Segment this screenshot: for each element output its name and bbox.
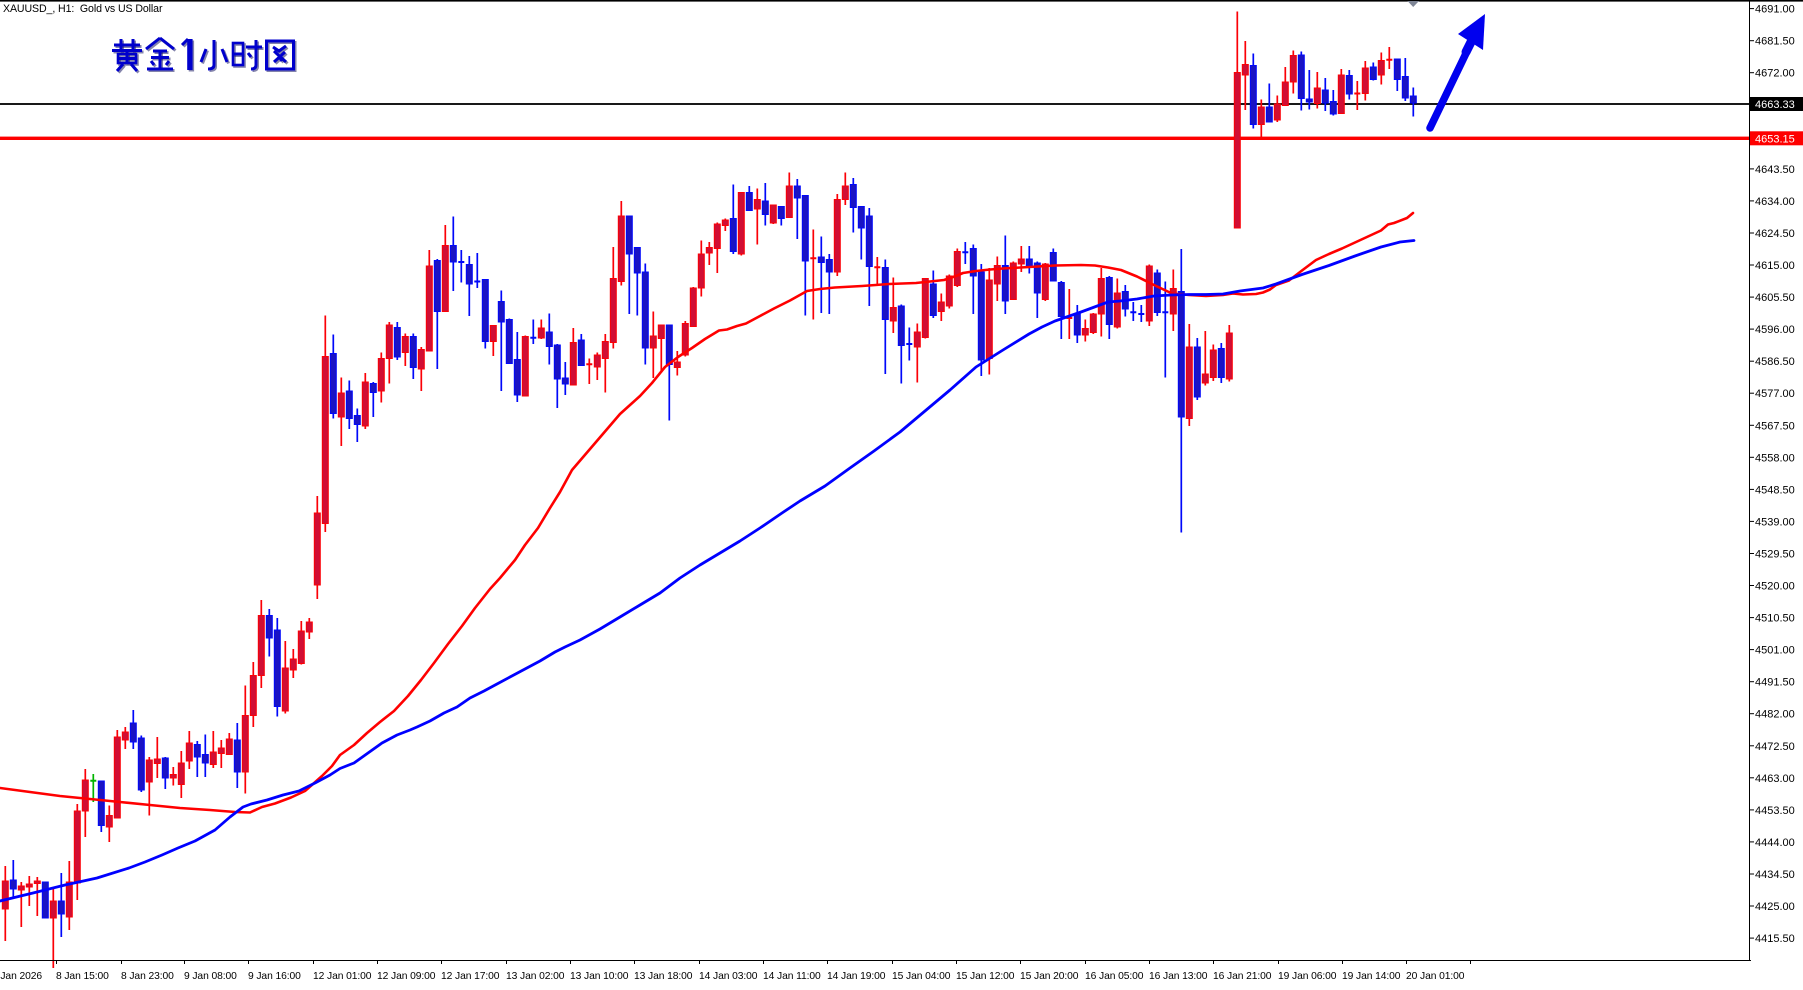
svg-text:4634.00: 4634.00 [1755, 196, 1795, 208]
svg-text:4615.00: 4615.00 [1755, 260, 1795, 272]
svg-text:14 Jan 19:00: 14 Jan 19:00 [827, 971, 886, 982]
svg-text:8 Jan 2026: 8 Jan 2026 [0, 971, 42, 982]
svg-text:4624.50: 4624.50 [1755, 228, 1795, 240]
svg-text:4510.50: 4510.50 [1755, 613, 1795, 625]
svg-text:4653.15: 4653.15 [1755, 133, 1795, 145]
svg-text:9 Jan 08:00: 9 Jan 08:00 [184, 971, 237, 982]
svg-text:XAUUSD_, H1: Gold vs US Dolla: XAUUSD_, H1: Gold vs US Dollar [3, 3, 163, 15]
svg-text:4472.50: 4472.50 [1755, 741, 1795, 753]
svg-text:8 Jan 23:00: 8 Jan 23:00 [121, 971, 174, 982]
svg-text:4586.50: 4586.50 [1755, 356, 1795, 368]
svg-text:12 Jan 09:00: 12 Jan 09:00 [377, 971, 436, 982]
svg-text:4501.00: 4501.00 [1755, 645, 1795, 657]
svg-text:4548.50: 4548.50 [1755, 484, 1795, 496]
svg-text:4444.00: 4444.00 [1755, 837, 1795, 849]
svg-text:4482.00: 4482.00 [1755, 709, 1795, 721]
svg-text:4681.50: 4681.50 [1755, 36, 1795, 48]
svg-text:16 Jan 21:00: 16 Jan 21:00 [1213, 971, 1272, 982]
svg-text:4529.50: 4529.50 [1755, 549, 1795, 561]
svg-text:13 Jan 10:00: 13 Jan 10:00 [570, 971, 629, 982]
svg-text:4672.00: 4672.00 [1755, 68, 1795, 80]
svg-text:4643.50: 4643.50 [1755, 164, 1795, 176]
svg-text:12 Jan 17:00: 12 Jan 17:00 [441, 971, 500, 982]
svg-text:16 Jan 05:00: 16 Jan 05:00 [1085, 971, 1144, 982]
svg-text:20 Jan 01:00: 20 Jan 01:00 [1406, 971, 1465, 982]
svg-text:13 Jan 02:00: 13 Jan 02:00 [506, 971, 565, 982]
svg-text:4558.00: 4558.00 [1755, 452, 1795, 464]
svg-text:15 Jan 04:00: 15 Jan 04:00 [892, 971, 951, 982]
svg-text:19 Jan 14:00: 19 Jan 14:00 [1342, 971, 1401, 982]
svg-text:4567.50: 4567.50 [1755, 420, 1795, 432]
svg-text:8 Jan 15:00: 8 Jan 15:00 [56, 971, 109, 982]
svg-text:4491.50: 4491.50 [1755, 677, 1795, 689]
svg-text:14 Jan 11:00: 14 Jan 11:00 [763, 971, 821, 982]
svg-text:9 Jan 16:00: 9 Jan 16:00 [248, 971, 301, 982]
svg-text:15 Jan 12:00: 15 Jan 12:00 [956, 971, 1015, 982]
svg-text:4691.00: 4691.00 [1755, 4, 1795, 16]
svg-text:4577.00: 4577.00 [1755, 388, 1795, 400]
svg-text:19 Jan 06:00: 19 Jan 06:00 [1278, 971, 1337, 982]
svg-text:4520.00: 4520.00 [1755, 581, 1795, 593]
svg-text:12 Jan 01:00: 12 Jan 01:00 [313, 971, 372, 982]
svg-text:16 Jan 13:00: 16 Jan 13:00 [1149, 971, 1208, 982]
svg-text:4453.50: 4453.50 [1755, 805, 1795, 817]
svg-text:4434.50: 4434.50 [1755, 869, 1795, 881]
svg-text:15 Jan 20:00: 15 Jan 20:00 [1020, 971, 1079, 982]
svg-text:14 Jan 03:00: 14 Jan 03:00 [699, 971, 758, 982]
svg-text:4596.00: 4596.00 [1755, 324, 1795, 336]
svg-text:4539.00: 4539.00 [1755, 516, 1795, 528]
svg-text:4415.50: 4415.50 [1755, 933, 1795, 945]
svg-text:13 Jan 18:00: 13 Jan 18:00 [634, 971, 693, 982]
svg-text:4605.50: 4605.50 [1755, 292, 1795, 304]
svg-text:4463.00: 4463.00 [1755, 773, 1795, 785]
svg-text:4663.33: 4663.33 [1755, 99, 1795, 111]
svg-text:4425.00: 4425.00 [1755, 901, 1795, 913]
